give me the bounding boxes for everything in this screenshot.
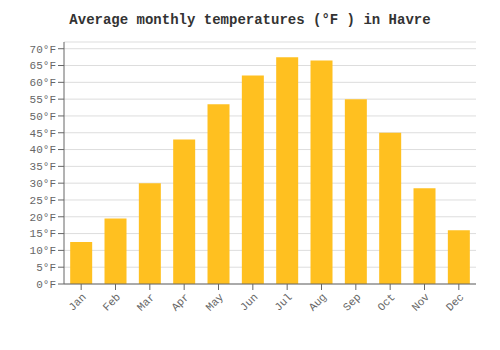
html-text:Average monthly temperatures (: Average monthly temperatures (°F ) in Ha… [69,12,431,28]
svg-text:20°F: 20°F [30,212,56,224]
svg-text:60°F: 60°F [30,77,56,89]
svg-text:65°F: 65°F [30,60,56,72]
svg-text:Dec: Dec [444,291,466,313]
svg-text:45°F: 45°F [30,128,56,140]
svg-text:55°F: 55°F [30,94,56,106]
svg-text:10°F: 10°F [30,245,56,257]
svg-text:70°F: 70°F [30,44,56,56]
svg-text:Mar: Mar [135,291,157,313]
svg-text:Apr: Apr [169,291,191,313]
svg-text:Jul: Jul [272,291,294,313]
svg-text:Sep: Sep [341,291,363,313]
svg-text:35°F: 35°F [30,161,56,173]
svg-text:30°F: 30°F [30,178,56,190]
svg-text:Jun: Jun [238,291,260,313]
svg-text:Oct: Oct [375,291,397,313]
svg-text:40°F: 40°F [30,144,56,156]
svg-text:15°F: 15°F [30,228,56,240]
svg-text:Feb: Feb [101,291,123,313]
svg-text:Jan: Jan [66,291,88,313]
svg-text:5°F: 5°F [36,262,56,274]
svg-text:25°F: 25°F [30,195,56,207]
svg-text:Nov: Nov [410,291,433,314]
svg-text:50°F: 50°F [30,111,56,123]
svg-text:May: May [204,291,227,314]
svg-text:Aug: Aug [307,291,329,313]
svg-text:0°F: 0°F [36,279,56,291]
